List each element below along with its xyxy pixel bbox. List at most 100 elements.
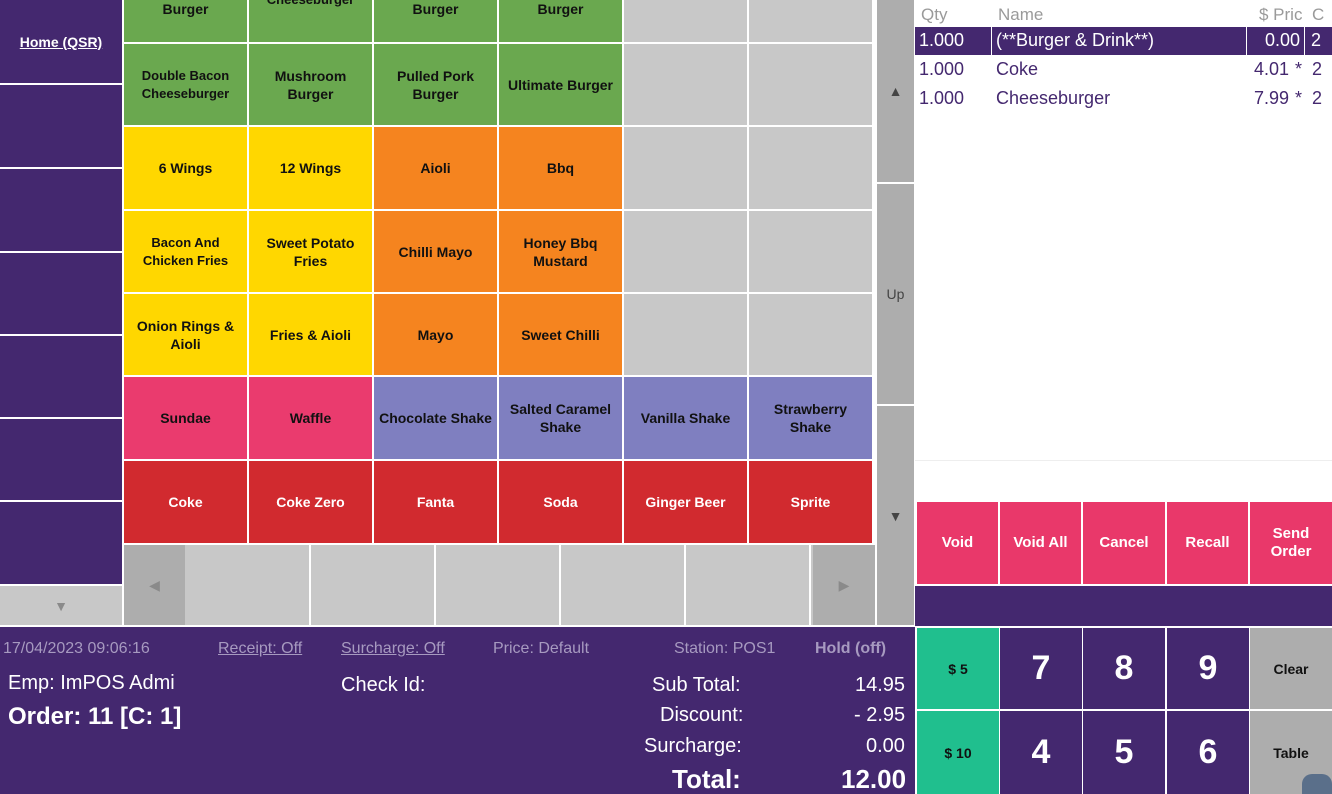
cancel-button[interactable]: Cancel bbox=[1083, 502, 1165, 584]
menu-item-button[interactable]: Sundae bbox=[124, 377, 247, 459]
menu-empty-slot[interactable] bbox=[749, 211, 872, 292]
menu-item-button[interactable]: Coke Zero bbox=[249, 461, 372, 543]
nav-home-button[interactable]: Home (QSR) bbox=[0, 0, 122, 85]
menu-item-button[interactable]: Bacon And Chicken Fries bbox=[124, 211, 247, 292]
menu-item-label: Strawberry Shake bbox=[773, 401, 848, 435]
menu-item-button[interactable]: 12 Wings bbox=[249, 127, 372, 209]
receipt-toggle[interactable]: Receipt: Off bbox=[218, 640, 303, 657]
order-list-header: Qty Name $ Pric C bbox=[915, 0, 1332, 26]
page-prev-button[interactable]: ◀ bbox=[124, 545, 185, 625]
send-order-button[interactable]: Send Order bbox=[1250, 502, 1332, 584]
clear-button[interactable]: Clear bbox=[1250, 628, 1332, 709]
menu-item-button[interactable]: 6 Wings bbox=[124, 127, 247, 209]
menu-empty-slot[interactable] bbox=[624, 294, 747, 375]
nav-category-button[interactable] bbox=[0, 85, 122, 169]
order-course: 2 bbox=[1312, 59, 1323, 79]
key-9-button[interactable]: 9 bbox=[1167, 628, 1249, 709]
page-button[interactable] bbox=[187, 545, 311, 625]
menu-item-button[interactable]: Pulled Pork Burger bbox=[374, 44, 497, 125]
menu-item-label: Sweet Potato Fries bbox=[266, 234, 355, 269]
void-all-button[interactable]: Void All bbox=[1000, 502, 1081, 584]
menu-item-button[interactable]: Double Bacon Cheeseburger bbox=[124, 44, 247, 125]
category-nav: Home (QSR) ▼ bbox=[0, 0, 122, 625]
order-item-name: Coke bbox=[996, 59, 1039, 79]
menu-item-button[interactable]: Ultimate Burger bbox=[499, 44, 622, 125]
discount-label: Discount: bbox=[660, 704, 744, 726]
menu-empty-slot[interactable] bbox=[624, 127, 747, 209]
page-button[interactable] bbox=[686, 545, 811, 625]
hold-toggle[interactable]: Hold (off) bbox=[815, 640, 887, 657]
menu-item-button[interactable]: Chocolate Shake bbox=[374, 377, 497, 459]
menu-item-button[interactable]: Onion Rings & Aioli bbox=[124, 294, 247, 375]
key-7-button[interactable]: 7 bbox=[1000, 628, 1082, 709]
menu-empty-slot[interactable] bbox=[749, 294, 872, 375]
employee-text: Emp: ImPOS Admi bbox=[8, 672, 175, 694]
scroll-down-button[interactable]: ▼ bbox=[877, 406, 914, 625]
page-button[interactable] bbox=[311, 545, 436, 625]
page-next-button[interactable]: ▶ bbox=[813, 545, 875, 625]
menu-item-button[interactable]: Sweet Potato Fries bbox=[249, 211, 372, 292]
menu-item-button[interactable]: Mayo bbox=[374, 294, 497, 375]
void-button[interactable]: Void bbox=[917, 502, 998, 584]
order-qty: 1.000 bbox=[919, 59, 965, 79]
nav-category-button[interactable] bbox=[0, 169, 122, 253]
order-number-text: Order: 11 [C: 1] bbox=[8, 703, 182, 730]
order-row[interactable]: 1.000 Coke 4.01 * 2 bbox=[915, 56, 1332, 84]
menu-empty-slot[interactable] bbox=[749, 127, 872, 209]
menu-item-label: Mushroom Burger bbox=[274, 67, 347, 102]
page-button[interactable] bbox=[561, 545, 686, 625]
menu-item-button[interactable]: Coke bbox=[124, 461, 247, 543]
menu-item-button[interactable]: Soda bbox=[499, 461, 622, 543]
menu-item-button[interactable]: Sprite bbox=[749, 461, 872, 543]
order-item-name: (**Burger & Drink**) bbox=[991, 27, 1158, 55]
menu-empty-slot[interactable] bbox=[624, 0, 747, 42]
menu-item-button[interactable]: Waffle bbox=[249, 377, 372, 459]
key-5-button[interactable]: 5 bbox=[1083, 711, 1165, 794]
menu-item-button[interactable]: Aioli bbox=[374, 127, 497, 209]
menu-item-label: Ultimate Burger bbox=[507, 76, 614, 93]
scroll-top-button[interactable]: ▲ bbox=[877, 0, 914, 182]
nav-category-button[interactable] bbox=[0, 419, 122, 502]
scroll-up-label: Up bbox=[886, 286, 905, 302]
order-scroll-column: ▲ Up ▼ bbox=[877, 0, 914, 625]
menu-item-button[interactable]: Salted Caramel Shake bbox=[499, 377, 622, 459]
nav-scroll-down-button[interactable]: ▼ bbox=[0, 586, 122, 625]
menu-empty-slot[interactable] bbox=[749, 0, 872, 42]
nav-category-button[interactable] bbox=[0, 336, 122, 419]
key-6-button[interactable]: 6 bbox=[1167, 711, 1249, 794]
order-row[interactable]: 1.000 Cheeseburger 7.99 * 2 bbox=[915, 85, 1332, 113]
surcharge-value: 0.00 bbox=[866, 735, 905, 757]
menu-item-button[interactable]: Strawberry Shake bbox=[749, 377, 872, 459]
check-id-text: Check Id: bbox=[341, 674, 426, 696]
menu-item-button[interactable]: Mushroom Burger bbox=[249, 44, 372, 125]
menu-item-button[interactable]: Vanilla Shake bbox=[624, 377, 747, 459]
key-4-button[interactable]: 4 bbox=[1000, 711, 1082, 794]
menu-empty-slot[interactable] bbox=[749, 44, 872, 125]
order-row[interactable]: 1.000 (**Burger & Drink**) 0.00 2 bbox=[915, 27, 1332, 55]
key-8-button[interactable]: 8 bbox=[1083, 628, 1165, 709]
menu-item-button[interactable]: Honey Bbq Mustard bbox=[499, 211, 622, 292]
menu-item-button[interactable]: Bbq bbox=[499, 127, 622, 209]
menu-item-button[interactable]: Ginger Beer bbox=[624, 461, 747, 543]
menu-item-button[interactable]: Sweet Chilli bbox=[499, 294, 622, 375]
menu-item-button[interactable]: Cheeseburger bbox=[249, 0, 372, 42]
recall-button[interactable]: Recall bbox=[1167, 502, 1248, 584]
table-button[interactable]: Table bbox=[1250, 711, 1332, 794]
user-avatar-icon[interactable] bbox=[1302, 774, 1332, 794]
cash-5-button[interactable]: $ 5 bbox=[917, 628, 999, 709]
nav-category-button[interactable] bbox=[0, 253, 122, 336]
nav-category-button[interactable] bbox=[0, 502, 122, 586]
page-button[interactable] bbox=[436, 545, 561, 625]
menu-item-button[interactable]: Fanta bbox=[374, 461, 497, 543]
menu-empty-slot[interactable] bbox=[624, 211, 747, 292]
menu-item-label: Sweet Chilli bbox=[521, 326, 600, 343]
menu-item-button[interactable]: Chilli Mayo bbox=[374, 211, 497, 292]
menu-item-button[interactable]: Fries & Aioli bbox=[249, 294, 372, 375]
surcharge-toggle[interactable]: Surcharge: Off bbox=[341, 640, 445, 657]
cash-10-button[interactable]: $ 10 bbox=[917, 711, 999, 794]
menu-item-button[interactable]: Burger bbox=[499, 0, 622, 42]
menu-empty-slot[interactable] bbox=[624, 44, 747, 125]
menu-item-button[interactable]: Burger bbox=[374, 0, 497, 42]
menu-item-button[interactable]: Burger bbox=[124, 0, 247, 42]
scroll-up-button[interactable]: Up bbox=[877, 184, 914, 404]
